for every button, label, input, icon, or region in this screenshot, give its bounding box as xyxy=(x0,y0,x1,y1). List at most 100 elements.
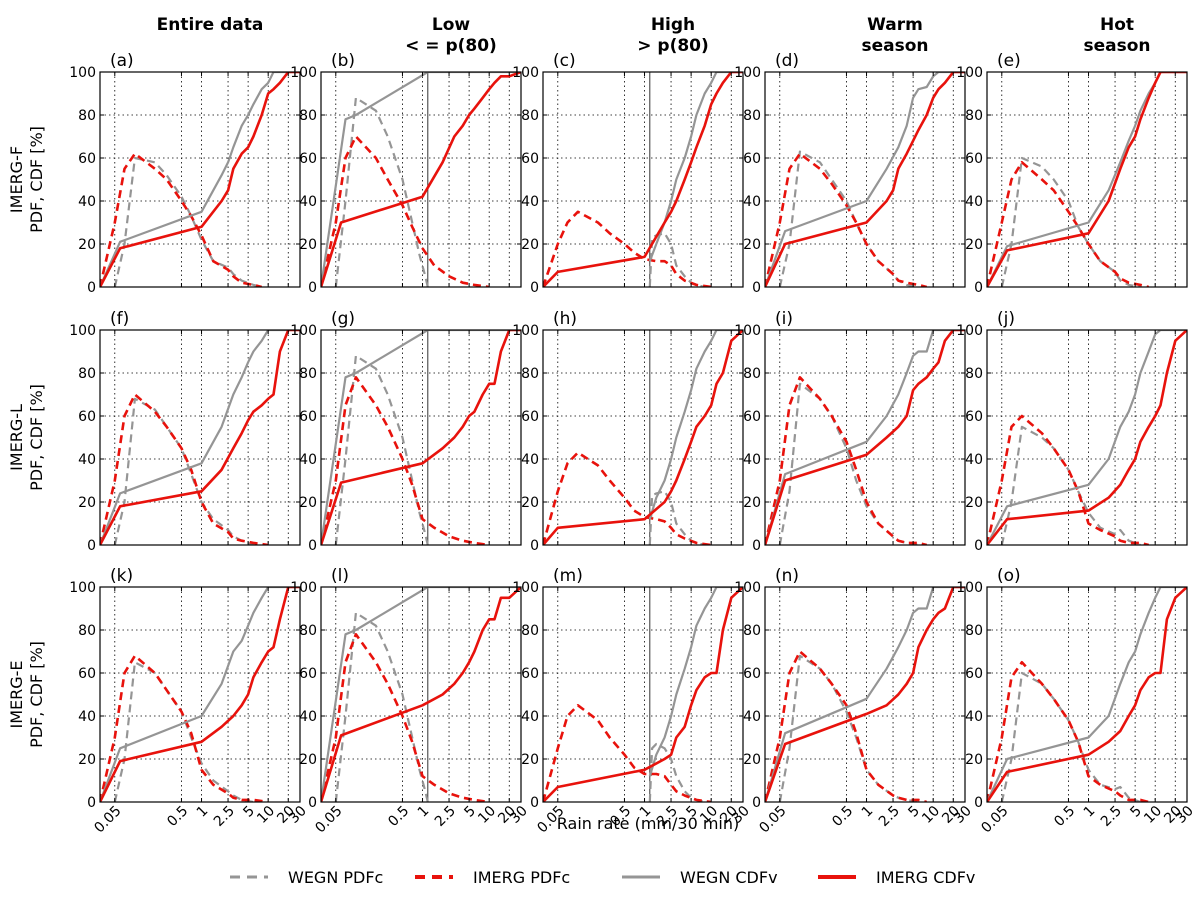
x-tick-label: 0.5 xyxy=(1051,803,1078,830)
series-line-imerg-pdfc xyxy=(321,376,490,545)
y-tick-label: 20 xyxy=(78,752,96,768)
series-line-imerg-pdfc xyxy=(100,393,269,545)
y-tick-label: 20 xyxy=(743,237,761,253)
y-tick-label: 0 xyxy=(752,538,761,554)
y-tick-label: 80 xyxy=(743,623,761,639)
series-line-imerg-cdfv xyxy=(100,330,300,545)
y-tick-label: 60 xyxy=(299,151,317,167)
y-tick-label: 80 xyxy=(78,108,96,124)
series-line-wegn-pdfc xyxy=(334,354,429,545)
series-line-wegn-pdfc xyxy=(648,742,705,802)
panel-label: (h) xyxy=(553,309,577,329)
y-tick-label: 0 xyxy=(974,538,983,554)
series-line-wegn-cdfv xyxy=(321,72,521,287)
row-label: PDF, CDF [%] xyxy=(27,126,46,233)
y-tick-label: 0 xyxy=(308,538,317,554)
series-line-imerg-pdfc xyxy=(543,210,712,287)
panel-label: (e) xyxy=(997,51,1021,71)
panel-label: (c) xyxy=(553,51,576,71)
series-line-wegn-pdfc xyxy=(113,397,254,545)
column-title: season xyxy=(1083,36,1150,56)
panel-frame xyxy=(986,586,1188,803)
series-line-wegn-cdfv xyxy=(321,587,521,802)
y-tick-label: 80 xyxy=(78,366,96,382)
y-tick-label: 40 xyxy=(299,452,317,468)
x-tick-label: 0.05 xyxy=(756,803,789,836)
y-tick-label: 100 xyxy=(290,323,317,339)
series-line-imerg-cdfv xyxy=(543,72,743,287)
y-tick-label: 60 xyxy=(965,409,983,425)
series-line-wegn-pdfc xyxy=(778,654,919,802)
series-line-wegn-pdfc xyxy=(1000,156,1141,287)
panel: 0 20 40 60 80 100 (d) xyxy=(734,51,966,296)
series-line-imerg-cdfv xyxy=(765,72,965,287)
column-title: High xyxy=(651,15,695,35)
series-line-imerg-pdfc xyxy=(321,633,490,802)
y-tick-label: 40 xyxy=(965,194,983,210)
y-tick-label: 20 xyxy=(299,495,317,511)
panel: 0 20 40 60 80 100 (j) xyxy=(956,309,1188,554)
series-line-imerg-pdfc xyxy=(321,135,490,287)
y-tick-label: 80 xyxy=(521,108,539,124)
column-title: Entire data xyxy=(157,15,264,35)
x-tick-label: 2.5 xyxy=(432,803,459,830)
series-line-wegn-cdfv xyxy=(100,72,300,287)
y-tick-label: 40 xyxy=(965,709,983,725)
panel-frame xyxy=(99,586,301,803)
x-tick-label: 1 xyxy=(1081,803,1099,821)
row-label: PDF, CDF [%] xyxy=(27,384,46,491)
y-tick-label: 20 xyxy=(299,237,317,253)
column-title: Hot xyxy=(1100,15,1134,35)
panel-label: (i) xyxy=(775,309,793,329)
series-line-imerg-cdfv xyxy=(543,587,743,802)
panel-frame xyxy=(542,71,744,288)
y-tick-label: 0 xyxy=(752,795,761,811)
x-tick-label: 0.05 xyxy=(91,803,124,836)
column-title: Warm xyxy=(867,15,923,35)
panel-frame xyxy=(320,329,522,546)
series-line-imerg-cdfv xyxy=(765,587,965,802)
series-line-wegn-pdfc xyxy=(334,611,429,802)
y-tick-label: 100 xyxy=(734,580,761,596)
y-tick-label: 40 xyxy=(521,452,539,468)
series-line-imerg-cdfv xyxy=(987,72,1187,287)
panel: 0 20 40 60 80 100 (h) xyxy=(512,309,744,554)
x-tick-label: 0.5 xyxy=(385,803,412,830)
y-tick-label: 20 xyxy=(521,237,539,253)
y-tick-label: 0 xyxy=(87,538,96,554)
y-tick-label: 0 xyxy=(308,795,317,811)
y-tick-label: 80 xyxy=(521,366,539,382)
x-tick-label: 0.5 xyxy=(164,803,191,830)
y-tick-label: 20 xyxy=(965,237,983,253)
x-tick-label: 1 xyxy=(859,803,877,821)
y-tick-label: 60 xyxy=(965,666,983,682)
panel-frame xyxy=(320,71,522,288)
y-tick-label: 100 xyxy=(290,65,317,81)
y-tick-label: 100 xyxy=(69,65,96,81)
series-line-wegn-cdfv xyxy=(765,72,965,287)
y-tick-label: 100 xyxy=(956,323,983,339)
panel-label: (g) xyxy=(331,309,355,329)
series-line-imerg-pdfc xyxy=(765,152,928,287)
y-tick-label: 80 xyxy=(965,623,983,639)
series-line-wegn-pdfc xyxy=(1000,671,1141,802)
y-tick-label: 60 xyxy=(743,409,761,425)
y-tick-label: 20 xyxy=(521,495,539,511)
x-tick-label: 2.5 xyxy=(211,803,238,830)
y-tick-label: 80 xyxy=(299,108,317,124)
y-tick-label: 0 xyxy=(87,795,96,811)
series-line-imerg-cdfv xyxy=(765,330,965,545)
series-line-wegn-cdfv xyxy=(648,72,743,262)
legend-label: IMERG CDFv xyxy=(876,868,975,887)
panel-frame xyxy=(764,329,966,546)
y-tick-label: 60 xyxy=(299,666,317,682)
y-tick-label: 60 xyxy=(521,409,539,425)
panel: 0 20 40 60 80 100 (a) xyxy=(69,51,301,296)
y-tick-label: 60 xyxy=(965,151,983,167)
legend-label: IMERG PDFc xyxy=(473,868,570,887)
